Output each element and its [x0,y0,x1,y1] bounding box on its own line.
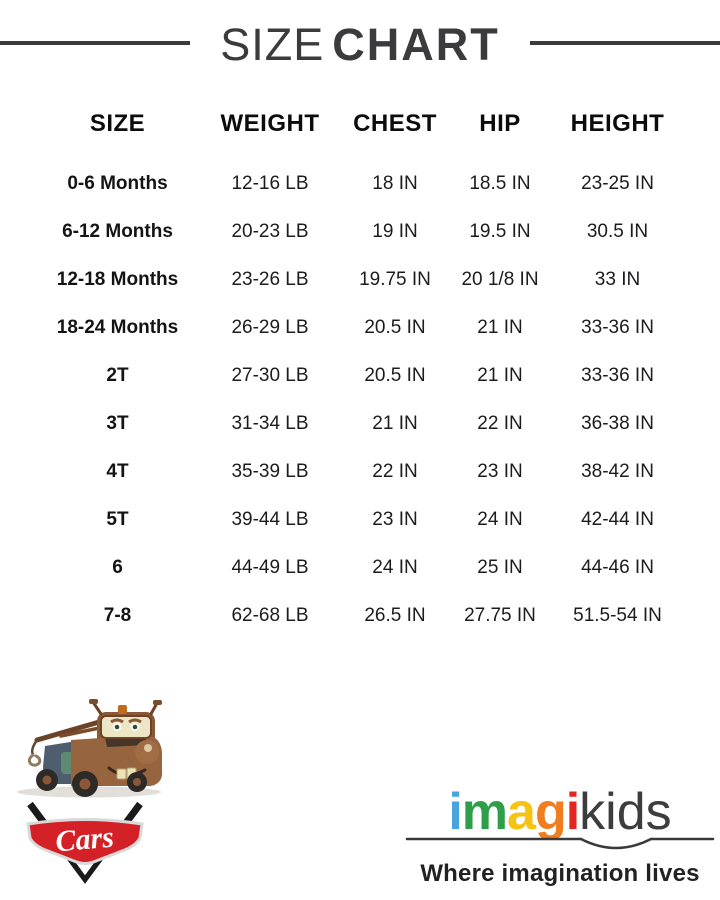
imagikids-suffix: kids [579,783,672,841]
measure-cell: 25 IN [477,557,523,578]
measure-cell: 26.5 IN [364,605,426,626]
cars-badge-shape [26,818,144,865]
measure-cell: 27-30 LB [231,365,309,386]
imagikids-wordmark: imagikids [405,786,715,838]
table-row: 7-8 62-68 LB 26.5 IN 27.75 IN 51.5-54 IN [30,592,690,640]
size-cell: 7-8 [103,605,132,626]
header-cell-weight: WEIGHT [220,110,320,137]
measure-cell: 35-39 LB [231,461,309,482]
measure-cell: 33-36 IN [581,317,654,338]
measure-cell: 23-25 IN [581,173,654,194]
header-cell-size: SIZE [89,110,146,137]
table-row: 6 44-49 LB 24 IN 25 IN 44-46 IN [30,544,690,592]
measure-cell: 26-29 LB [231,317,309,338]
measure-cell: 30.5 IN [586,221,649,242]
logo-letter: i [565,783,580,841]
measure-cell: 20-23 LB [231,221,309,242]
logo-letter: i [448,783,462,841]
size-cell: 0-6 Months [67,173,168,194]
measure-cell: 19 IN [372,221,418,242]
measure-cell: 31-34 LB [231,413,309,434]
measure-cell: 27.75 IN [464,605,536,626]
page-title: SIZE CHART [0,18,720,72]
title-divider-left [0,41,190,45]
imagikids-colored-letters: imagi [448,783,580,841]
size-cell: 3T [106,413,129,434]
measure-cell: 36-38 IN [581,413,654,434]
measure-cell: 44-49 LB [231,557,309,578]
cars-logo: Cars [26,801,144,884]
measure-cell: 38-42 IN [581,461,654,482]
measure-cell: 21 IN [477,365,523,386]
cars-logo-text: Cars [54,821,115,859]
table-row: 18-24 Months 26-29 LB 20.5 IN 21 IN 33-36 IN [30,304,690,352]
measure-cell: 24 IN [372,557,418,578]
measure-cell: 23-26 LB [231,269,309,290]
size-table-rows: 0-6 Months 12-16 LB 18 IN 18.5 IN 23-25 IN 6-… [30,160,690,640]
measure-cell: 20.5 IN [364,365,426,386]
page-title-light: SIZE [220,19,325,70]
logo-letter: g [534,783,567,841]
measure-cell: 12-16 LB [231,173,309,194]
size-cell: 6-12 Months [62,221,173,242]
measure-cell: 19.5 IN [469,221,531,242]
table-row: 0-6 Months 12-16 LB 18 IN 18.5 IN 23-25 IN [30,160,690,208]
measure-cell: 18 IN [372,173,418,194]
table-row: 3T 31-34 LB 21 IN 22 IN 36-38 IN [30,400,690,448]
measure-cell: 51.5-54 IN [573,605,662,626]
logo-letter: a [507,783,536,841]
table-row: 5T 39-44 LB 23 IN 24 IN 42-44 IN [30,496,690,544]
measure-cell: 23 IN [372,509,418,530]
size-cell: 18-24 Months [56,317,179,338]
measure-cell: 22 IN [372,461,418,482]
size-cell: 6 [112,557,123,578]
table-header-row: SIZE WEIGHT CHEST HIP HEIGHT [30,100,690,148]
measure-cell: 62-68 LB [231,605,309,626]
measure-cell: 21 IN [372,413,418,434]
logo-letter: m [461,783,508,841]
size-cell: 5T [106,509,129,530]
table-row: 6-12 Months 20-23 LB 19 IN 19.5 IN 30.5 IN [30,208,690,256]
measure-cell: 24 IN [477,509,523,530]
mater-truck-illustration [17,699,162,798]
size-cell: 2T [106,365,129,386]
measure-cell: 42-44 IN [581,509,654,530]
measure-cell: 33 IN [594,269,641,290]
measure-cell: 23 IN [477,461,523,482]
measure-cell: 20 1/8 IN [461,269,539,290]
table-row: 2T 27-30 LB 20.5 IN 21 IN 33-36 IN [30,352,690,400]
imagikids-smile-underline [405,837,715,850]
measure-cell: 20.5 IN [364,317,426,338]
table-row: 12-18 Months 23-26 LB 19.75 IN 20 1/8 IN 33 … [30,256,690,304]
header-cell-height: HEIGHT [570,110,665,137]
measure-cell: 21 IN [477,317,523,338]
page-title-bold: CHART [332,19,500,70]
measure-cell: 18.5 IN [469,173,531,194]
measure-cell: 33-36 IN [581,365,654,386]
size-cell: 4T [106,461,129,482]
title-divider-right [530,41,720,45]
header-cell-hip: HIP [479,110,521,137]
table-row: 4T 35-39 LB 22 IN 23 IN 38-42 IN [30,448,690,496]
measure-cell: 44-46 IN [581,557,654,578]
size-table: SIZE WEIGHT CHEST HIP HEIGHT 0-6 Months 1… [30,100,690,640]
imagikids-logo: imagikids Where imagination lives [405,786,715,888]
imagikids-tagline: Where imagination lives [420,860,700,887]
measure-cell: 22 IN [477,413,523,434]
size-cell: 12-18 Months [56,269,179,290]
measure-cell: 39-44 LB [231,509,309,530]
measure-cell: 19.75 IN [359,269,431,290]
header-cell-chest: CHEST [353,110,437,137]
